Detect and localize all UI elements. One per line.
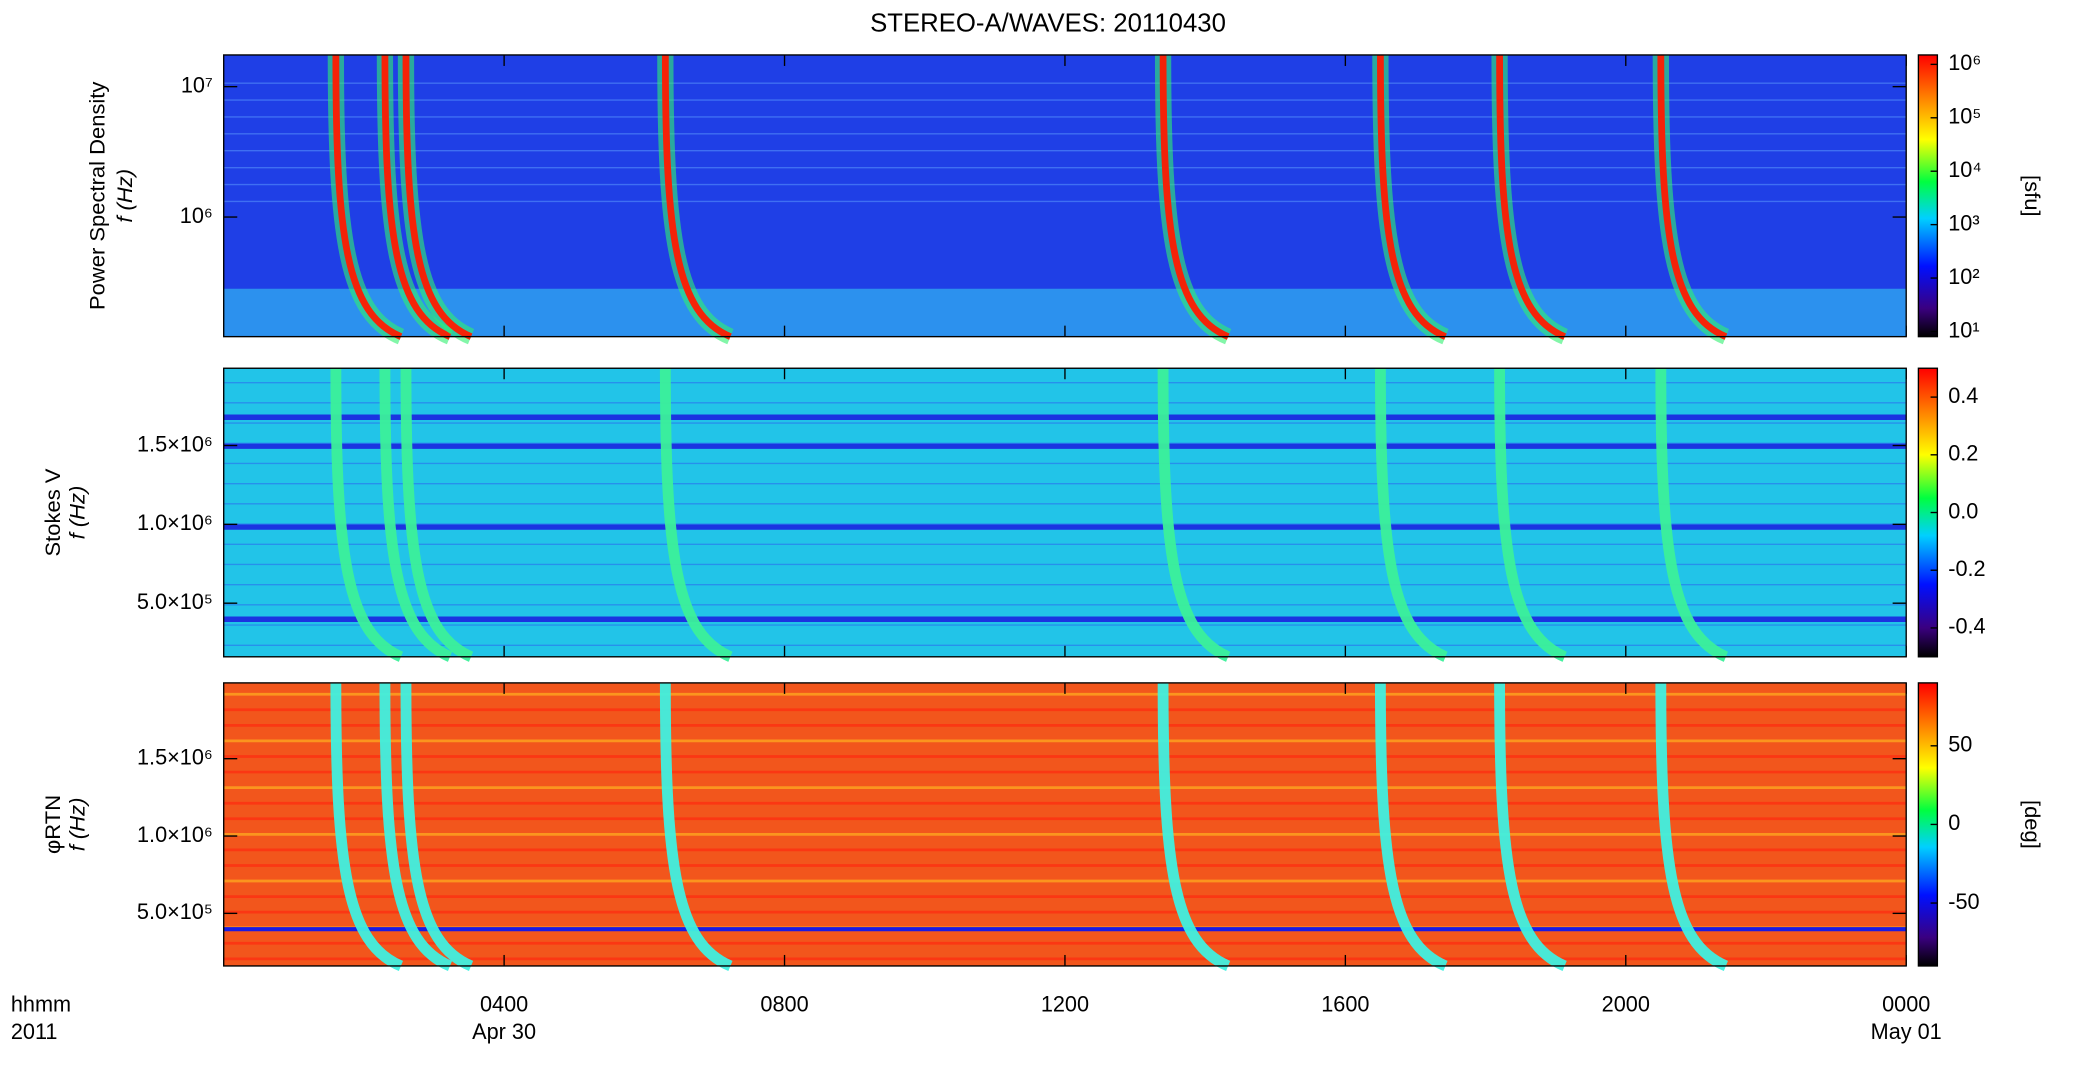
burst xyxy=(330,368,404,662)
burst xyxy=(379,682,453,972)
colorbar-tick-label: 0.0 xyxy=(1948,498,1978,523)
burst xyxy=(1374,682,1448,972)
colorbar-tick-label: 50 xyxy=(1948,731,1972,756)
colorbar-tick-label: -0.2 xyxy=(1948,556,1985,581)
burst xyxy=(1494,368,1567,662)
chart-title: STEREO-A/WAVES: 20110430 xyxy=(870,9,1226,37)
x-tick-label: 0800 xyxy=(760,991,808,1016)
colorbar-tick-label: 10⁶ xyxy=(1948,50,1981,75)
x-tick-label: 2000 xyxy=(1602,991,1650,1016)
y-tick-label: 5.0×10⁵ xyxy=(137,589,213,614)
burst xyxy=(1157,368,1231,662)
colorbar-label: [sfu] xyxy=(2020,175,2045,217)
y-axis-label: f (Hz) xyxy=(64,486,89,540)
year-label: 2011 xyxy=(11,1019,58,1044)
burst xyxy=(400,682,474,972)
y-tick-label: 1.0×10⁶ xyxy=(137,510,213,535)
burst xyxy=(661,54,732,340)
burst xyxy=(1657,54,1728,340)
burst xyxy=(1157,682,1231,972)
colorbar-tick-label: 10¹ xyxy=(1948,317,1979,342)
colorbar-tick-label: -0.4 xyxy=(1948,614,1985,639)
colorbar-tick-label: 10³ xyxy=(1948,210,1979,235)
x-tick-label: 1600 xyxy=(1321,991,1369,1016)
burst xyxy=(1655,682,1729,972)
burst xyxy=(379,368,453,662)
colorbar-tick-label: 0.2 xyxy=(1948,440,1978,465)
y-tick-label: 10⁶ xyxy=(180,203,213,228)
burst xyxy=(400,368,474,662)
y-axis-label: f (Hz) xyxy=(112,169,137,223)
x-tick-label: 0400 xyxy=(480,991,528,1016)
colorbar xyxy=(1917,54,1939,338)
burst xyxy=(330,682,404,972)
y-tick-label: 1.0×10⁶ xyxy=(137,822,213,847)
colorbar-tick-label: 10² xyxy=(1948,264,1979,289)
burst xyxy=(332,54,403,340)
colorbar-tick-label: 10⁴ xyxy=(1948,157,1981,182)
burst xyxy=(1494,682,1567,972)
date-label: May 01 xyxy=(1871,1019,1942,1044)
spectrogram-background xyxy=(223,368,1907,657)
spectrogram-background xyxy=(223,682,1907,966)
y-tick-label: 10⁷ xyxy=(181,72,213,97)
burst xyxy=(1374,368,1448,662)
y-tick-label: 1.5×10⁶ xyxy=(137,431,213,456)
burst xyxy=(1655,368,1729,662)
colorbar-tick-label: -50 xyxy=(1948,889,1979,914)
colorbar-label: [deg] xyxy=(2020,800,2045,849)
y-axis-label: Power Spectral Density xyxy=(85,82,110,310)
x-axis-label: hhmm xyxy=(11,991,71,1016)
y-tick-label: 5.0×10⁵ xyxy=(137,899,213,924)
burst xyxy=(381,54,452,340)
date-label: Apr 30 xyxy=(472,1019,536,1044)
burst xyxy=(659,368,733,662)
burst xyxy=(402,54,473,340)
y-axis-label: φRTN xyxy=(40,795,65,854)
burst xyxy=(1159,54,1230,340)
colorbar-tick-label: 0.4 xyxy=(1948,383,1978,408)
y-axis-label: Stokes V xyxy=(40,468,65,556)
colorbar-tick-label: 0 xyxy=(1948,810,1960,835)
x-tick-label: 1200 xyxy=(1041,991,1089,1016)
y-axis-label: f (Hz) xyxy=(64,798,89,852)
colorbar-tick-label: 10⁵ xyxy=(1948,103,1981,128)
x-tick-label: 0000 xyxy=(1882,991,1930,1016)
burst xyxy=(659,682,733,972)
burst xyxy=(1377,54,1447,340)
burst xyxy=(1496,54,1566,340)
y-tick-label: 1.5×10⁶ xyxy=(137,744,213,769)
